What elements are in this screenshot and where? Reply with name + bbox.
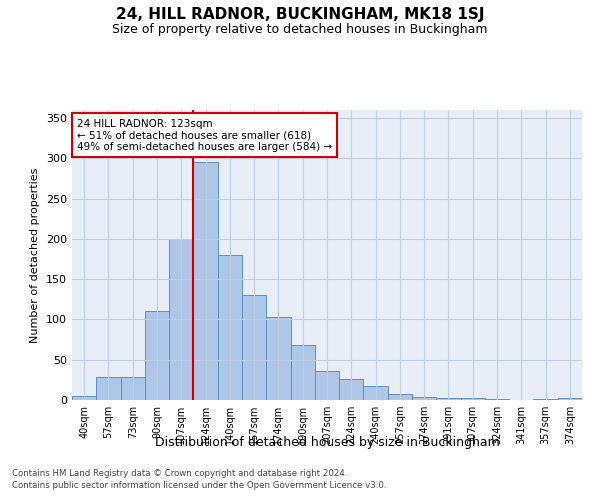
Text: 24, HILL RADNOR, BUCKINGHAM, MK18 1SJ: 24, HILL RADNOR, BUCKINGHAM, MK18 1SJ [116, 8, 484, 22]
Y-axis label: Number of detached properties: Number of detached properties [31, 168, 40, 342]
Text: Distribution of detached houses by size in Buckingham: Distribution of detached houses by size … [155, 436, 499, 449]
Bar [169, 239, 193, 400]
Text: Contains public sector information licensed under the Open Government Licence v3: Contains public sector information licen… [12, 481, 386, 490]
Text: Size of property relative to detached houses in Buckingham: Size of property relative to detached ho… [112, 22, 488, 36]
Bar [558, 398, 582, 400]
Bar [364, 386, 388, 400]
Text: Contains HM Land Registry data © Crown copyright and database right 2024.: Contains HM Land Registry data © Crown c… [12, 468, 347, 477]
Bar [412, 397, 436, 400]
Bar [193, 162, 218, 400]
Bar [315, 371, 339, 400]
Bar [218, 255, 242, 400]
Bar [436, 398, 461, 400]
Bar [339, 379, 364, 400]
Bar [388, 394, 412, 400]
Bar [72, 396, 96, 400]
Bar [145, 312, 169, 400]
Bar [485, 399, 509, 400]
Bar [242, 296, 266, 400]
Bar [96, 378, 121, 400]
Bar [121, 378, 145, 400]
Text: 24 HILL RADNOR: 123sqm
← 51% of detached houses are smaller (618)
49% of semi-de: 24 HILL RADNOR: 123sqm ← 51% of detached… [77, 118, 332, 152]
Bar [266, 317, 290, 400]
Bar [533, 399, 558, 400]
Bar [461, 398, 485, 400]
Bar [290, 345, 315, 400]
